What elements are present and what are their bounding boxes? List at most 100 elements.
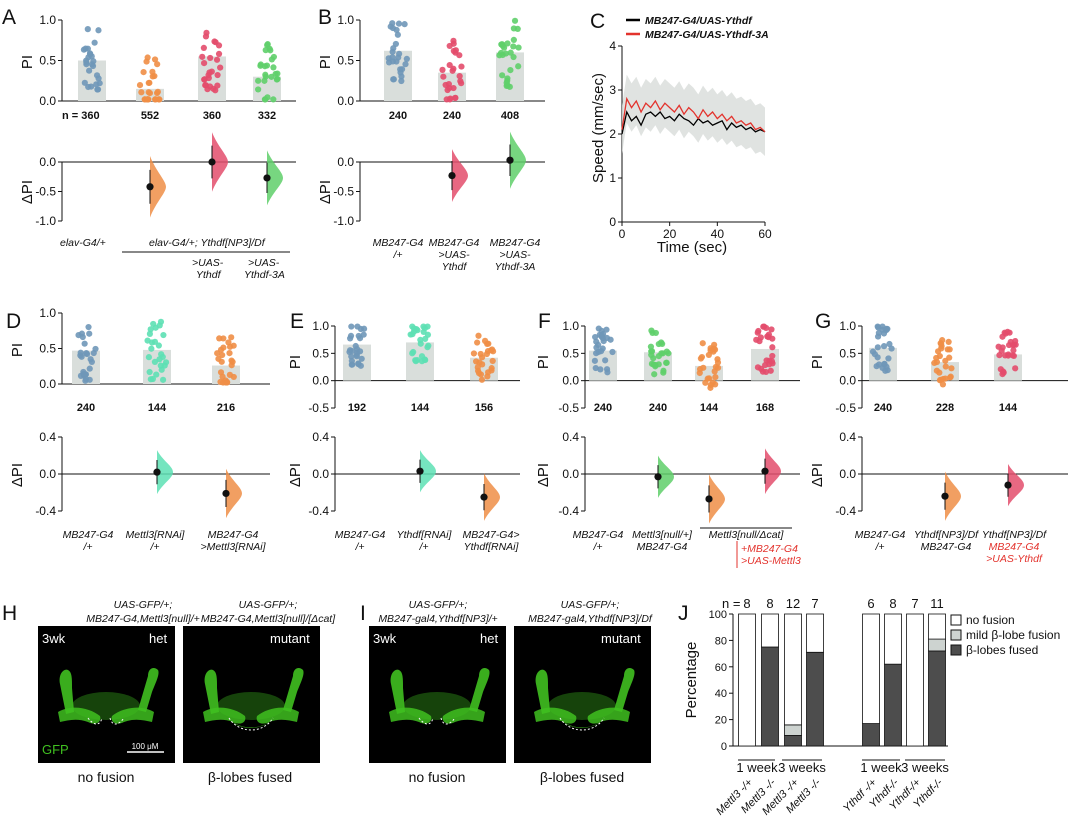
data-point [214,71,221,79]
delta-chart-a: 0.0 -0.5 -1.0 [35,132,296,228]
data-point [255,86,262,93]
bootstrap-distribution [484,473,500,521]
effect-size-point [146,183,154,191]
data-point [201,76,208,83]
mushroom-body-lobes [534,668,635,731]
data-point [1006,329,1013,336]
data-point [660,367,667,374]
data-point [394,31,401,38]
data-point [948,365,955,372]
stacked-bar-segment [761,646,779,747]
data-point [473,358,480,365]
data-point [151,338,159,345]
data-point [144,96,151,103]
group-label-d-3b: >Mettl3[RNAi] [200,541,266,553]
n-label-b-2: 240 [443,110,461,122]
data-point [145,89,152,96]
delta-y-tick-label: 0.0 [337,155,354,169]
data-point [939,337,946,344]
data-point [93,81,100,88]
panel-label-h: H [2,602,17,625]
data-point [768,326,775,333]
fused-midline [231,720,271,728]
data-point [90,349,97,357]
data-point [401,21,408,28]
data-point [151,56,159,63]
data-point [515,44,522,51]
ylabel-dpi-f: ΔPI [535,463,552,487]
data-point [450,37,457,44]
pi-y-tick-label: 0.0 [839,374,856,388]
data-point [757,334,764,341]
group-label-b-2c: Ythdf [442,261,468,273]
alpha-lobe-right [469,668,490,712]
ylabel-dpi-d: ΔPI [9,463,26,487]
data-point [95,27,102,34]
n-label-a-2: 552 [141,110,159,122]
ylabel-pi-d: PI [9,343,26,357]
pct-y-tick-label: 80 [715,635,727,647]
data-point [210,85,217,92]
pi-y-tick-label: 1.0 [562,319,579,333]
data-point [86,330,93,337]
data-point [449,67,456,74]
pct-y-tick-label: 0 [721,741,727,753]
data-point [1012,365,1019,372]
series-line-ythdf [621,110,766,135]
data-point [218,358,225,365]
data-point [999,333,1006,340]
delta-y-tick-label: 0.0 [562,467,579,481]
n-label-f-2: 240 [649,402,667,414]
delta-y-tick-label: 0.4 [562,430,579,444]
data-point [84,45,91,52]
data-point [86,67,93,74]
i-title-2b: MB247-gal4,Ythdf[NP3]/Df [528,613,653,625]
xlabel-time: Time (sec) [657,239,727,256]
data-point [651,371,658,378]
mean-bar [589,350,617,381]
tag-3wk-i: 3wk [373,631,397,646]
data-point [942,363,949,370]
pi-y-tick-label: 0.0 [337,94,354,108]
group-label-g-2b: MB247-G4 [921,541,972,553]
panel-label-i: I [360,602,366,625]
data-point [663,348,670,355]
data-point [712,373,719,381]
alpha-lobe-left [535,669,550,714]
bootstrap-distribution [212,132,228,192]
pi-y-tick-label: -0.5 [835,401,856,415]
data-point [268,56,275,63]
group-label-f-1a: MB247-G4 [573,529,624,541]
bootstrap-distribution [658,455,674,498]
group-label-e-3a: MB247-G4> [463,529,520,541]
effect-size-point [506,156,514,164]
beta-lobe-right [587,707,630,724]
data-point [1002,352,1009,359]
ylabel-dpi-g: ΔPI [809,463,826,487]
data-point [481,337,489,344]
h-title-2b: MB247-G4,Mettl3[null]/[Δcat] [201,613,336,625]
data-point [599,345,606,352]
data-point [754,364,762,371]
data-point [262,96,269,103]
n-label-g-2: 228 [936,402,954,414]
bootstrap-distribution [709,474,725,524]
beta-lobe-left [389,707,432,724]
pi-y-tick-label: 1.0 [839,319,856,333]
tag-het-i: het [480,631,498,646]
group-label-a-3a: >UAS- [192,257,224,269]
data-point [274,70,281,77]
ylabel-percentage: Percentage [683,642,700,719]
data-point [79,333,86,341]
data-point [88,83,95,90]
stacked-bar-segment [784,735,802,747]
n-label-d-1: 240 [77,402,95,414]
group-label-a-3b: Ythdf [196,269,222,281]
ylabel-pi-g: PI [809,355,826,369]
data-point [597,366,604,373]
data-point [648,327,655,334]
n-value: 7 [811,596,818,611]
data-point [398,77,405,85]
period-1: 1 week [736,760,778,775]
pi-y-tick-label: 0.0 [312,374,329,388]
